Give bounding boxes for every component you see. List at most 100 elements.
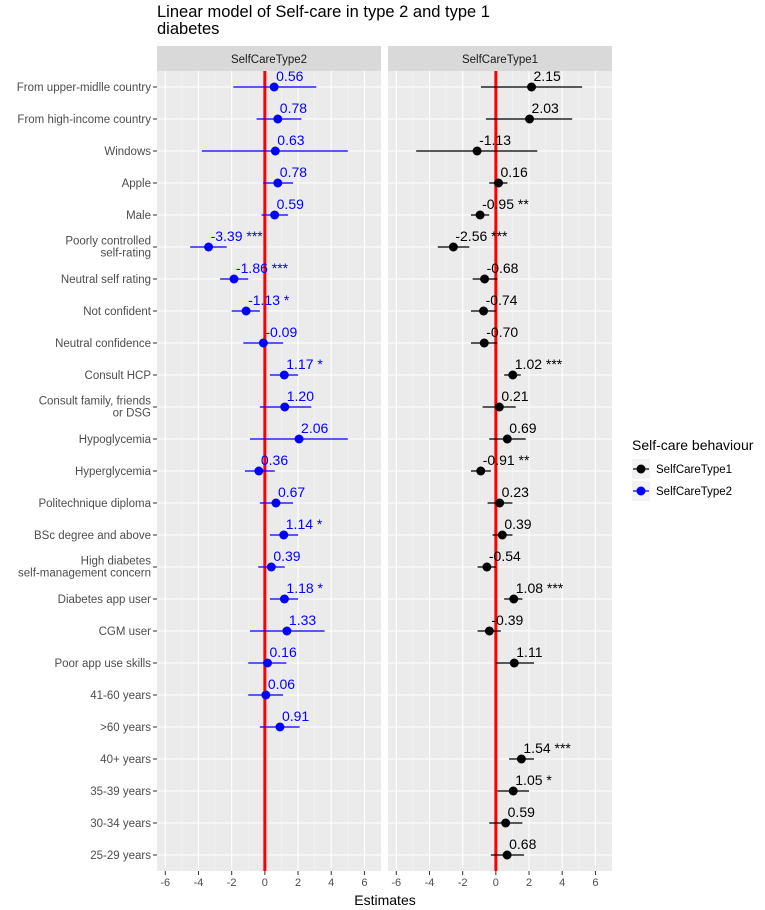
point-bsc-degree-and-above xyxy=(279,530,289,540)
point-poor-app-use-skills xyxy=(509,658,519,668)
panel-selfcaretype1: SelfCareType1 -6 -4 -2 0 2 4 6 2.15 2.03 -1.13 0.16… xyxy=(388,46,612,889)
point-bsc-degree-and-above xyxy=(497,530,507,540)
point-41-60-years xyxy=(261,690,271,700)
y-tick-label-diabetes-app-user: Diabetes app user xyxy=(58,594,152,606)
chart-title: Linear model of Self-care in type 2 and … xyxy=(157,3,490,38)
data-label-from-upper-midlle-country: 2.15 xyxy=(534,68,561,84)
data-label-40-years: 1.54 *** xyxy=(523,740,571,756)
point-windows xyxy=(472,146,482,156)
data-label-60-years: 0.91 xyxy=(282,708,309,724)
y-tick-label-windows: Windows xyxy=(104,146,151,158)
data-label-male: -0.95 ** xyxy=(482,196,529,212)
y-tick-label-neutral-confidence: Neutral confidence xyxy=(55,338,151,350)
data-label-bsc-degree-and-above: 1.14 * xyxy=(286,516,323,532)
data-label-consult-family-friends-or-dsg: 1.20 xyxy=(287,388,314,404)
data-label-male: 0.59 xyxy=(277,196,304,212)
point-25-29-years xyxy=(502,850,512,860)
data-label-hyperglycemia: -0.91 ** xyxy=(483,452,530,468)
y-tick-label-poorly-controlled-self-rating: Poorly controlled self-rating xyxy=(65,236,151,260)
x-tick-label: -6 xyxy=(391,877,401,889)
x-axis-title: Estimates xyxy=(354,892,415,908)
y-tick-label-cgm-user: CGM user xyxy=(99,626,152,638)
point-consult-hcp xyxy=(279,370,289,380)
panels: From upper-midlle country From high-incom… xyxy=(17,46,612,889)
point-consult-hcp xyxy=(508,370,518,380)
legend-key-point xyxy=(636,464,646,474)
strip-background xyxy=(388,46,612,71)
y-tick-label-consult-hcp: Consult HCP xyxy=(85,370,152,382)
point-from-high-income-country xyxy=(525,114,535,124)
point-cgm-user xyxy=(282,626,292,636)
x-tick-label: 2 xyxy=(526,877,532,889)
data-label-35-39-years: 1.05 * xyxy=(515,772,552,788)
data-label-poor-app-use-skills: 0.16 xyxy=(270,644,297,660)
y-tick-label-male: Male xyxy=(126,210,151,222)
y-tick-label-35-39-years: 35-39 years xyxy=(90,786,151,798)
y-tick-label-60-years: >60 years xyxy=(100,722,151,734)
y-tick-label-25-29-years: 25-29 years xyxy=(90,850,151,862)
data-label-poor-app-use-skills: 1.11 xyxy=(516,644,542,660)
point-male xyxy=(475,210,485,220)
data-label-windows: 0.63 xyxy=(277,132,304,148)
point-hyperglycemia xyxy=(254,466,264,476)
data-label-politechnique-diploma: 0.67 xyxy=(278,484,305,500)
y-tick-label-30-34-years: 30-34 years xyxy=(90,818,151,830)
data-label-from-high-income-country: 0.78 xyxy=(280,100,307,116)
data-label-diabetes-app-user: 1.18 * xyxy=(286,580,323,596)
point-not-confident xyxy=(241,306,251,316)
legend-title: Self-care behaviour xyxy=(632,437,754,453)
point-neutral-confidence xyxy=(258,338,268,348)
y-tick-label-hypoglycemia: Hypoglycemia xyxy=(79,434,152,446)
y-tick-label-poor-app-use-skills: Poor app use skills xyxy=(54,658,151,670)
x-tick-label: -4 xyxy=(425,877,435,889)
point-from-upper-midlle-country xyxy=(269,82,279,92)
data-label-bsc-degree-and-above: 0.39 xyxy=(504,516,531,532)
data-label-hyperglycemia: 0.36 xyxy=(261,452,288,468)
data-label-apple: 0.16 xyxy=(501,164,528,180)
y-tick-label-40-years: 40+ years xyxy=(100,754,151,766)
point-male xyxy=(270,210,280,220)
data-label-from-upper-midlle-country: 0.56 xyxy=(276,68,303,84)
x-tick-label: -2 xyxy=(458,877,468,889)
data-label-high-diabetes-self-management-concern: -0.54 xyxy=(489,548,521,564)
x-tick-label: 2 xyxy=(295,877,301,889)
point-hypoglycemia xyxy=(502,434,512,444)
legend-label: SelfCareType1 xyxy=(656,464,732,476)
data-label-hypoglycemia: 2.06 xyxy=(301,420,328,436)
y-tick-label-high-diabetes-self-management-concern: High diabetes self-management concern xyxy=(18,556,151,580)
data-label-neutral-confidence: -0.70 xyxy=(486,324,518,340)
data-label-not-confident: -1.13 * xyxy=(248,292,290,308)
point-neutral-self-rating xyxy=(229,274,239,284)
panel-selfcaretype2: SelfCareType2 -6 -4 -2 0 2 4 6 0.56 0.78 0.63 0.78 0… xyxy=(157,46,381,889)
point-apple xyxy=(273,178,283,188)
strip-label: SelfCareType2 xyxy=(231,54,307,66)
point-politechnique-diploma xyxy=(271,498,281,508)
legend-label: SelfCareType2 xyxy=(656,486,732,498)
strip-background xyxy=(157,46,381,71)
point-windows xyxy=(270,146,280,156)
data-label-consult-hcp: 1.02 *** xyxy=(515,356,563,372)
point-diabetes-app-user xyxy=(509,594,519,604)
point-from-upper-midlle-country xyxy=(527,82,537,92)
x-tick-label: -4 xyxy=(194,877,204,889)
data-label-not-confident: -0.74 xyxy=(486,292,518,308)
point-35-39-years xyxy=(508,786,518,796)
y-tick-label-from-upper-midlle-country: From upper-midlle country xyxy=(17,82,151,94)
x-tick-label: -2 xyxy=(227,877,237,889)
data-label-poorly-controlled-self-rating: -3.39 *** xyxy=(211,228,264,244)
y-tick-label-neutral-self-rating: Neutral self rating xyxy=(61,274,151,286)
data-label-politechnique-diploma: 0.23 xyxy=(502,484,529,500)
legend-key-point xyxy=(636,486,646,496)
y-axis: From upper-midlle country From high-incom… xyxy=(17,82,157,862)
y-tick-label-hyperglycemia: Hyperglycemia xyxy=(75,466,152,478)
point-from-high-income-country xyxy=(273,114,283,124)
point-high-diabetes-self-management-concern xyxy=(266,562,276,572)
data-label-neutral-self-rating: -1.86 *** xyxy=(236,260,289,276)
y-tick-label-not-confident: Not confident xyxy=(83,306,152,318)
y-tick-label-bsc-degree-and-above: BSc degree and above xyxy=(34,530,151,542)
data-label-apple: 0.78 xyxy=(280,164,307,180)
data-label-neutral-confidence: -0.09 xyxy=(265,324,297,340)
data-label-cgm-user: -0.39 xyxy=(491,612,523,628)
point-apple xyxy=(494,178,504,188)
point-consult-family-friends-or-dsg xyxy=(494,402,504,412)
